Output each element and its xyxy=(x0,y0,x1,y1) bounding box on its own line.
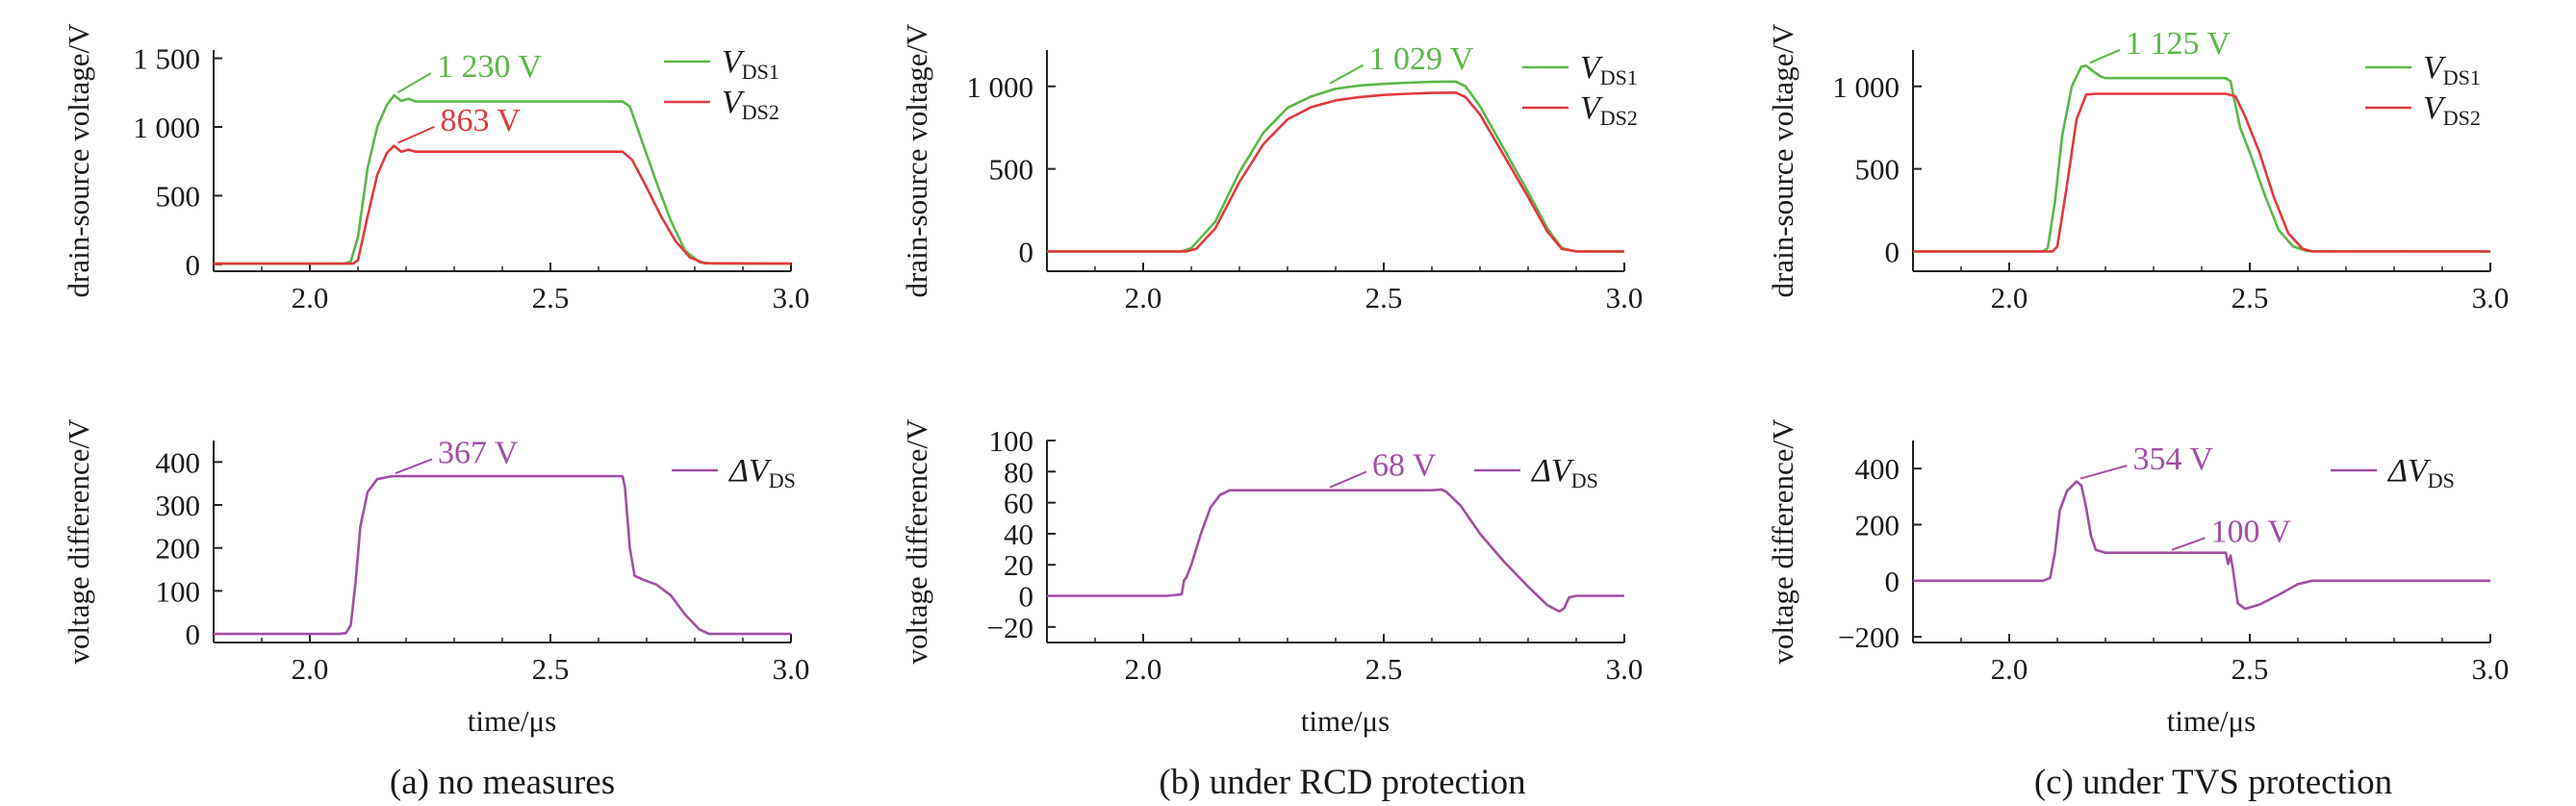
caption-b: (b) under RCD protection xyxy=(1159,763,1525,802)
x-tick-label: 2.0 xyxy=(292,281,329,315)
plots-layer: 2.0 2.5 3.0 0 500 1 000 1 500 drain-source volt… xyxy=(62,23,2509,738)
annotation-label: 1 230 V xyxy=(437,49,542,85)
y-tick-label: 500 xyxy=(989,153,1034,187)
series-line-vds2 xyxy=(1047,91,1624,253)
annotation-label: 68 V xyxy=(1372,447,1437,483)
y-tick-label: 60 xyxy=(1004,487,1033,520)
y-tick-label: 40 xyxy=(1004,517,1033,551)
y-axis-title: voltage difference/V xyxy=(62,418,95,665)
legend-label: ΔVDS xyxy=(727,453,796,492)
y-tick-label: 300 xyxy=(156,489,201,522)
x-tick-label: 2.0 xyxy=(1125,281,1162,315)
x-tick-label: 3.0 xyxy=(2472,281,2510,315)
x-tick-label: 3.0 xyxy=(1606,281,1644,315)
y-tick-label: 20 xyxy=(1004,548,1033,582)
y-tick-label: 1 000 xyxy=(966,70,1033,104)
annotation-leader xyxy=(2089,48,2121,64)
y-tick-label: 80 xyxy=(1004,455,1033,489)
annotation-leader xyxy=(397,125,435,144)
y-axis-title: drain-source voltage/V xyxy=(900,23,933,298)
annotation-leader xyxy=(2079,465,2128,480)
annotation-leader xyxy=(1329,470,1367,489)
y-axis-title: voltage difference/V xyxy=(1766,418,1799,665)
x-axis-title: time/μs xyxy=(468,704,556,738)
y-tick-label: 500 xyxy=(1855,153,1900,187)
x-tick-label: 2.5 xyxy=(532,281,570,315)
annotation-label: 367 V xyxy=(438,435,519,470)
y-axis-title: voltage difference/V xyxy=(900,418,933,665)
y-tick-label: 1 000 xyxy=(1832,70,1900,104)
y-tick-label: 0 xyxy=(1019,580,1034,614)
subplot-c-bottom: 2.0 2.5 3.0 −200 0 200 400 voltage difference/V… xyxy=(1766,418,2509,738)
series-line-vds2 xyxy=(1913,92,2490,253)
y-tick-label: 0 xyxy=(1885,235,1900,268)
series-line-vds xyxy=(1913,480,2490,611)
y-tick-label: 500 xyxy=(156,179,201,213)
series-line-vds xyxy=(214,474,791,636)
y-tick-label: 400 xyxy=(156,445,201,479)
subplot-c-top: 2.0 2.5 3.0 0 500 1 000 drain-source voltage/V… xyxy=(1766,23,2509,315)
y-tick-label: 1 500 xyxy=(133,42,200,76)
annotation-label: 100 V xyxy=(2211,514,2292,549)
annotation-label: 1 029 V xyxy=(1369,41,1474,77)
annotation-label: 354 V xyxy=(2133,441,2214,477)
x-axis-title: time/μs xyxy=(1301,704,1390,738)
y-tick-label: 100 xyxy=(989,424,1034,458)
x-tick-label: 3.0 xyxy=(2472,652,2510,686)
y-tick-label: −20 xyxy=(987,611,1033,644)
y-axis-title: drain-source voltage/V xyxy=(62,23,95,298)
x-tick-label: 2.0 xyxy=(1991,652,2028,686)
y-tick-label: 1 000 xyxy=(133,111,200,144)
series-line-vds xyxy=(1047,488,1624,613)
y-axis-title: drain-source voltage/V xyxy=(1766,23,1799,298)
x-tick-label: 3.0 xyxy=(773,652,810,686)
subplot-a-top: 2.0 2.5 3.0 0 500 1 000 1 500 drain-source volt… xyxy=(62,23,809,315)
x-tick-label: 3.0 xyxy=(1606,652,1644,686)
annotation-leader xyxy=(1329,63,1364,85)
annotation-leader xyxy=(2171,537,2206,551)
x-tick-label: 3.0 xyxy=(773,281,810,315)
y-tick-label: 0 xyxy=(186,617,201,651)
y-tick-label: 100 xyxy=(156,574,201,608)
caption-a: (a) no measures xyxy=(390,763,615,802)
legend-label: VDS1 xyxy=(1580,50,1638,89)
x-tick-label: 2.5 xyxy=(1365,281,1403,315)
x-tick-label: 2.5 xyxy=(2232,281,2269,315)
subplot-b-top: 2.0 2.5 3.0 0 500 1 000 drain-source voltage/V… xyxy=(900,23,1643,315)
caption-c: (c) under TVS protection xyxy=(2034,763,2392,802)
series-line-vds1 xyxy=(1047,80,1624,253)
x-tick-label: 2.5 xyxy=(532,652,570,686)
subplot-a-bottom: 2.0 2.5 3.0 0 100 200 300 400 voltage difference… xyxy=(62,418,809,738)
y-tick-label: −200 xyxy=(1838,620,1900,654)
series-line-vds2 xyxy=(214,144,792,265)
y-tick-label: 0 xyxy=(1019,235,1034,268)
legend-label: VDS1 xyxy=(722,44,779,84)
y-tick-label: 0 xyxy=(1885,565,1900,598)
legend-label: VDS2 xyxy=(722,85,779,124)
y-tick-label: 400 xyxy=(1855,452,1900,486)
legend-label: VDS2 xyxy=(2423,90,2481,130)
y-tick-label: 200 xyxy=(1855,509,1900,542)
x-tick-label: 2.0 xyxy=(1991,281,2028,315)
y-tick-label: 0 xyxy=(186,248,201,282)
series-line-vds1 xyxy=(214,93,791,265)
x-axis-title: time/μs xyxy=(2167,704,2256,738)
annotation-leader xyxy=(396,72,432,94)
annotation-label: 1 125 V xyxy=(2126,26,2231,62)
legend-label: VDS2 xyxy=(1580,90,1638,130)
series-line-vds1 xyxy=(1913,64,2491,253)
y-tick-label: 200 xyxy=(156,532,201,566)
annotation-leader xyxy=(395,458,433,475)
x-tick-label: 2.0 xyxy=(1125,652,1162,686)
legend-label: ΔVDS xyxy=(2386,453,2455,492)
annotation-label: 863 V xyxy=(441,103,522,139)
x-tick-label: 2.5 xyxy=(1365,652,1403,686)
x-tick-label: 2.5 xyxy=(2232,652,2269,686)
legend-label: VDS1 xyxy=(2423,50,2481,89)
legend-label: ΔVDS xyxy=(1530,453,1598,492)
x-tick-label: 2.0 xyxy=(292,652,329,686)
